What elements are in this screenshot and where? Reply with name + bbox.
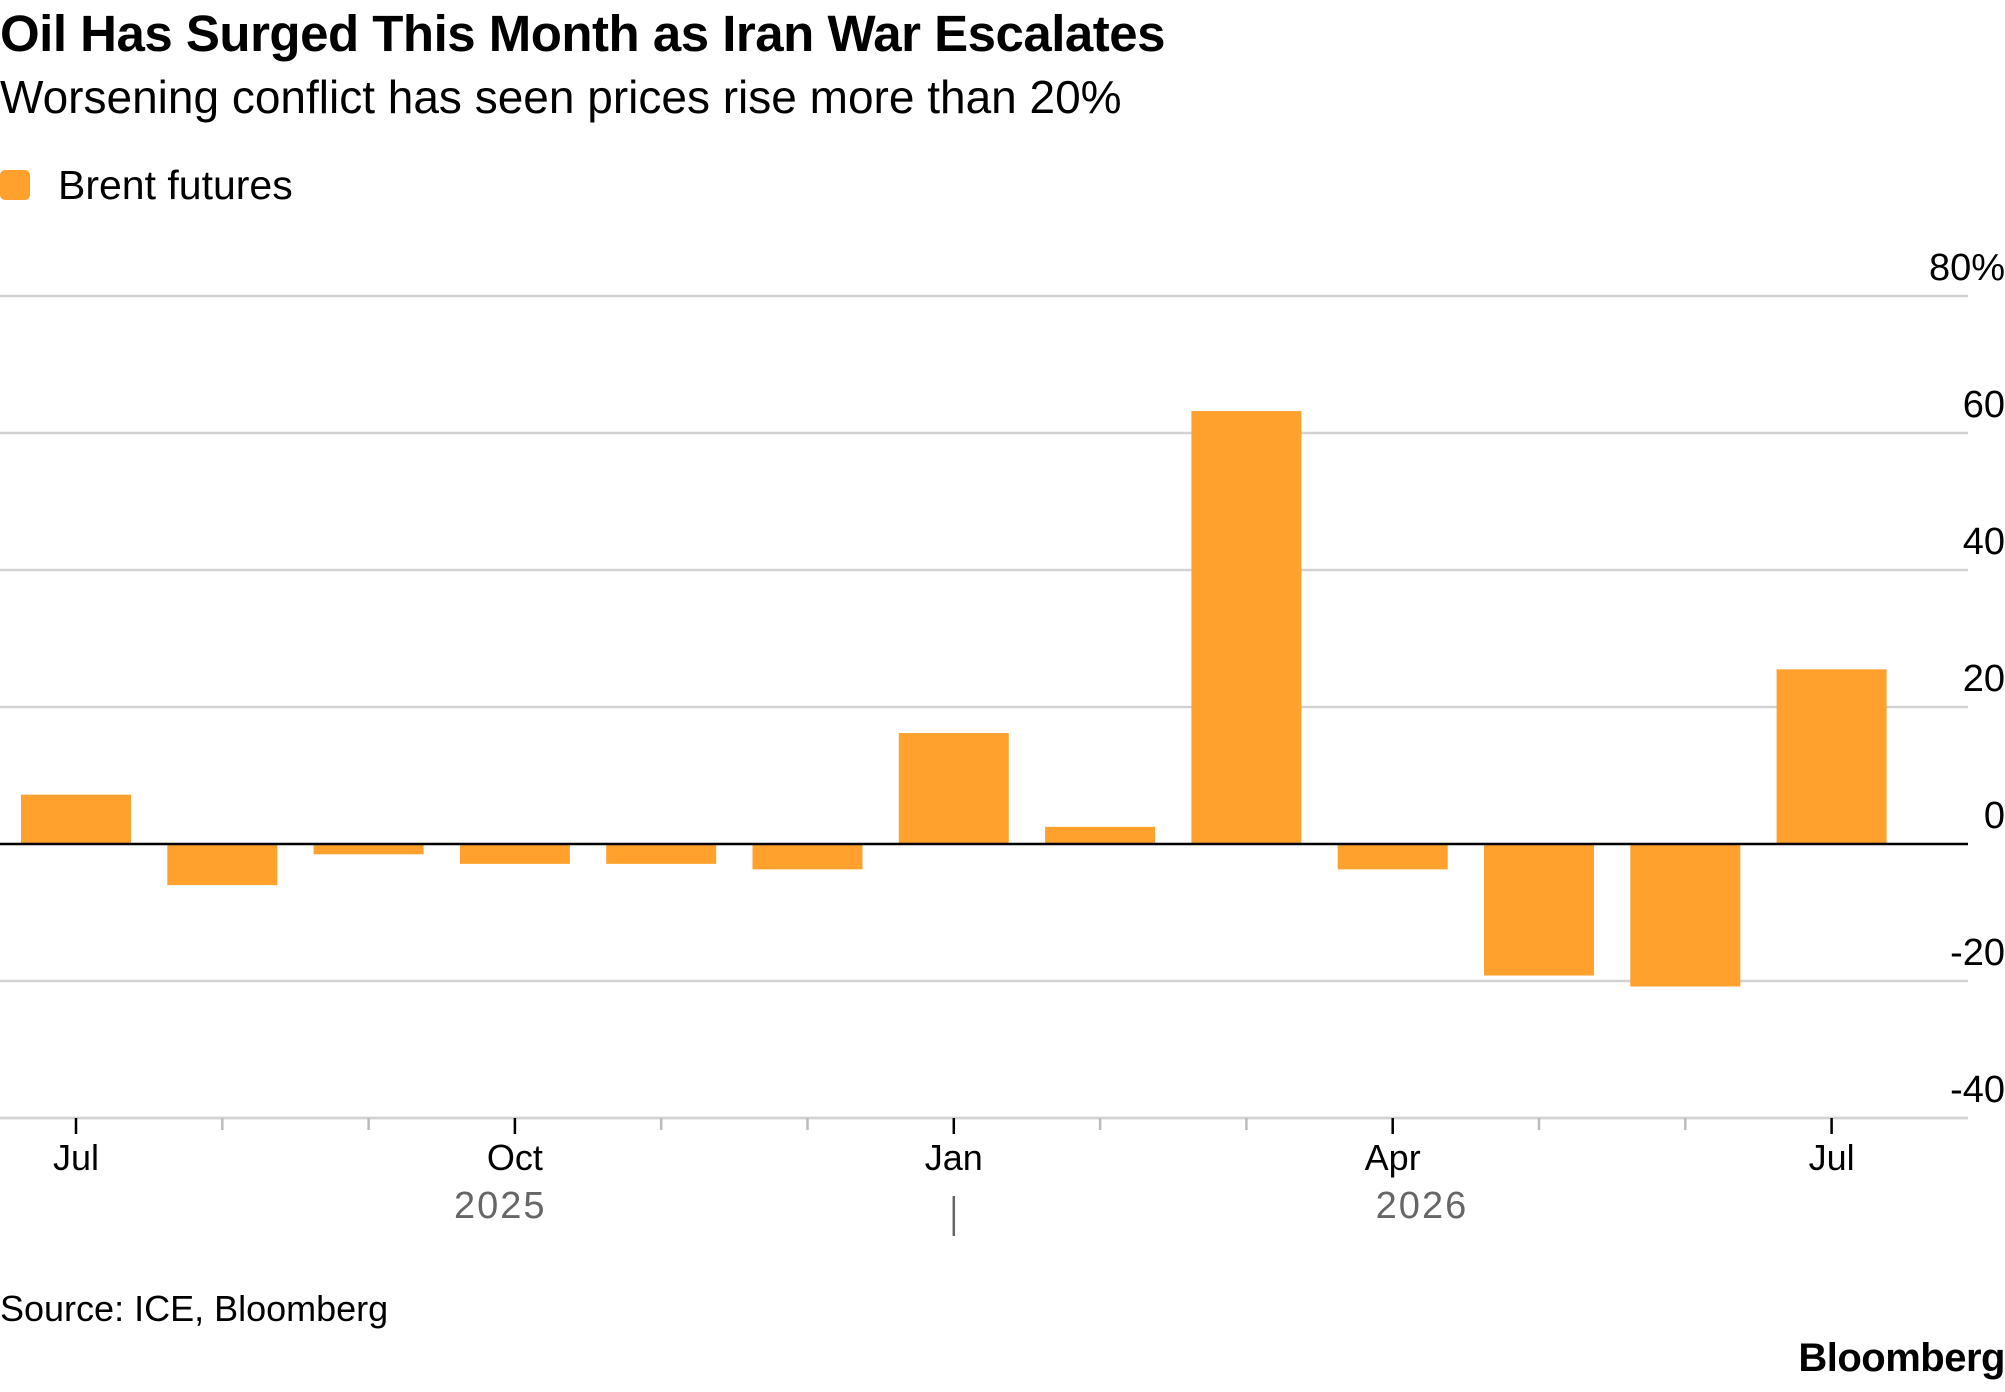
legend-label: Brent futures	[58, 161, 293, 208]
x-tick-label: Jul	[1809, 1137, 1855, 1178]
bar	[313, 844, 424, 855]
bar	[1630, 844, 1741, 987]
y-tick-label: -40	[1950, 1069, 2005, 1111]
bar	[1484, 844, 1594, 976]
bar	[167, 844, 278, 886]
y-tick-label: 40	[1963, 521, 2005, 563]
y-tick-label: 20	[1963, 658, 2005, 700]
bar	[1045, 826, 1156, 844]
bar	[752, 844, 863, 870]
chart-subtitle: Worsening conflict has seen prices rise …	[0, 71, 1122, 123]
x-year-label: 2025	[454, 1185, 547, 1227]
y-tick-label: 0	[1984, 795, 2005, 837]
bar	[1191, 411, 1302, 844]
x-year-label: 2026	[1376, 1185, 1469, 1227]
brand-logo: Bloomberg	[1798, 1336, 2005, 1380]
bar	[21, 794, 131, 844]
y-tick-label: 80%	[1929, 247, 2005, 289]
x-tick-label: Jul	[53, 1137, 99, 1178]
chart-title: Oil Has Surged This Month as Iran War Es…	[0, 5, 1165, 62]
legend-swatch	[0, 170, 30, 200]
y-tick-label: 60	[1963, 384, 2005, 426]
bar	[1337, 844, 1448, 870]
bar	[1776, 669, 1887, 844]
x-tick-label: Oct	[487, 1137, 543, 1178]
bar	[459, 844, 570, 864]
x-tick-label: Apr	[1365, 1137, 1421, 1178]
bar	[898, 733, 1009, 844]
y-tick-label: -20	[1950, 932, 2005, 974]
x-tick-label: Jan	[925, 1137, 983, 1178]
legend: Brent futures	[0, 160, 293, 210]
bar	[606, 844, 717, 864]
source-note: Source: ICE, Bloomberg	[0, 1288, 389, 1329]
